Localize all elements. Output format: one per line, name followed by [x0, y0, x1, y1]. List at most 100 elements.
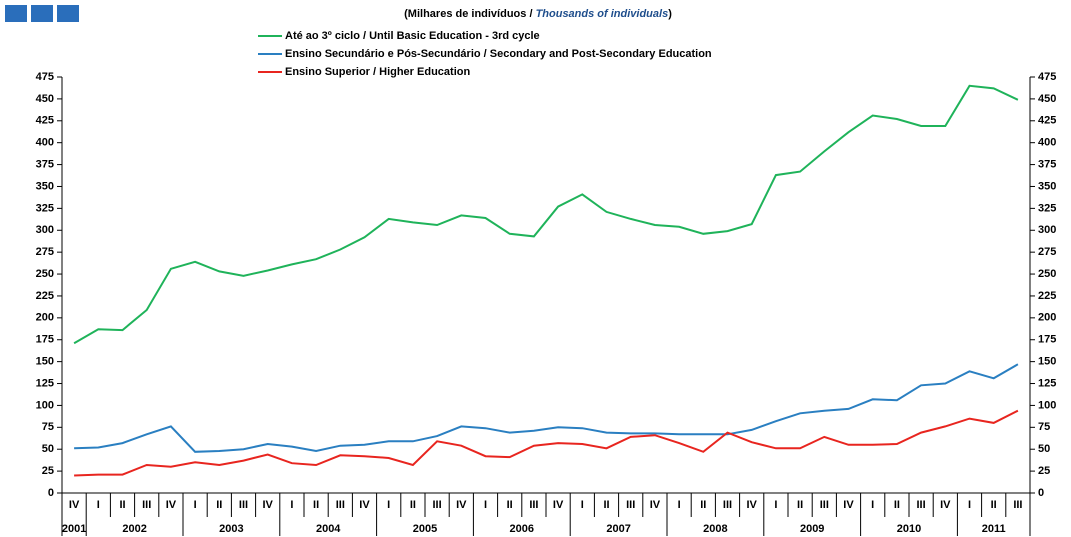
y-tick-label: 150	[36, 356, 54, 368]
year-label: 2002	[122, 523, 146, 535]
series-line	[74, 363, 1019, 453]
x-tick-label: I	[968, 499, 971, 511]
x-tick-label: IV	[650, 499, 661, 511]
subtitle-en: Thousands of individuals	[536, 8, 669, 20]
x-tick-label: IV	[940, 499, 951, 511]
y-tick-label: 300	[36, 224, 54, 236]
y-tick-label: 75	[42, 421, 54, 433]
y2-tick-label: 425	[1038, 115, 1056, 127]
x-tick-label: IV	[69, 499, 80, 511]
x-tick-label: II	[119, 499, 125, 511]
year-label: 2005	[413, 523, 437, 535]
x-tick-label: II	[797, 499, 803, 511]
y2-tick-label: 175	[1038, 334, 1056, 346]
x-tick-label: I	[581, 499, 584, 511]
x-tick-label: III	[239, 499, 248, 511]
x-tick-label: IV	[843, 499, 854, 511]
y2-tick-label: 400	[1038, 137, 1056, 149]
y-tick-label: 25	[42, 465, 54, 477]
y-tick-label: 250	[36, 268, 54, 280]
subtitle: (Milhares de indivíduos / Thousands of i…	[404, 8, 672, 20]
y-tick-label: 175	[36, 334, 54, 346]
x-tick-label: II	[313, 499, 319, 511]
y-tick-label: 125	[36, 377, 54, 389]
y-tick-label: 475	[36, 71, 54, 83]
series-line	[74, 409, 1019, 477]
y2-tick-label: 325	[1038, 202, 1056, 214]
x-tick-label: IV	[553, 499, 564, 511]
x-tick-label: II	[410, 499, 416, 511]
y-tick-label: 200	[36, 312, 54, 324]
logo-square	[57, 5, 79, 22]
y2-tick-label: 350	[1038, 180, 1056, 192]
y-tick-label: 0	[48, 487, 54, 499]
x-tick-label: I	[290, 499, 293, 511]
y2-tick-label: 100	[1038, 399, 1056, 411]
legend-label: Ensino Superior / Higher Education	[285, 66, 470, 78]
x-tick-label: IV	[166, 499, 177, 511]
y2-tick-label: 125	[1038, 377, 1056, 389]
legend-label: Até ao 3º ciclo / Until Basic Education …	[285, 30, 540, 42]
year-label: 2001	[62, 523, 86, 535]
y2-tick-label: 475	[1038, 71, 1056, 83]
logo-square	[5, 5, 27, 22]
y2-tick-label: 375	[1038, 158, 1056, 170]
x-tick-label: II	[700, 499, 706, 511]
y-tick-label: 100	[36, 399, 54, 411]
x-tick-label: III	[917, 499, 926, 511]
y2-tick-label: 25	[1038, 465, 1050, 477]
y-tick-label: 275	[36, 246, 54, 258]
x-tick-label: IV	[359, 499, 370, 511]
x-tick-label: III	[433, 499, 442, 511]
x-tick-label: III	[1013, 499, 1022, 511]
x-tick-label: III	[626, 499, 635, 511]
y2-tick-label: 250	[1038, 268, 1056, 280]
year-label: 2008	[703, 523, 727, 535]
y2-tick-label: 0	[1038, 487, 1044, 499]
x-tick-label: III	[820, 499, 829, 511]
year-label: 2011	[982, 523, 1006, 535]
y-tick-label: 325	[36, 202, 54, 214]
y-tick-label: 350	[36, 180, 54, 192]
x-tick-label: I	[678, 499, 681, 511]
y-tick-label: 425	[36, 115, 54, 127]
x-tick-label: I	[97, 499, 100, 511]
y2-tick-label: 275	[1038, 246, 1056, 258]
y-tick-label: 225	[36, 290, 54, 302]
y2-tick-label: 300	[1038, 224, 1056, 236]
x-tick-label: II	[894, 499, 900, 511]
subtitle-end: )	[668, 8, 672, 20]
year-label: 2004	[316, 523, 341, 535]
y2-tick-label: 200	[1038, 312, 1056, 324]
x-tick-label: I	[194, 499, 197, 511]
year-label: 2009	[800, 523, 824, 535]
x-tick-label: II	[603, 499, 609, 511]
x-tick-label: I	[484, 499, 487, 511]
series-line	[73, 84, 1019, 345]
y-tick-label: 50	[42, 443, 54, 455]
y2-tick-label: 150	[1038, 356, 1056, 368]
year-label: 2003	[219, 523, 243, 535]
y-tick-label: 450	[36, 93, 54, 105]
x-tick-label: I	[774, 499, 777, 511]
subtitle-pt: (Milhares de indivíduos /	[404, 8, 535, 20]
x-tick-label: III	[336, 499, 345, 511]
y2-tick-label: 450	[1038, 93, 1056, 105]
x-tick-label: II	[507, 499, 513, 511]
x-tick-label: III	[529, 499, 538, 511]
year-label: 2006	[510, 523, 534, 535]
y2-tick-label: 75	[1038, 421, 1050, 433]
x-tick-label: IV	[262, 499, 273, 511]
x-tick-label: II	[216, 499, 222, 511]
x-tick-label: IV	[456, 499, 467, 511]
x-tick-label: II	[991, 499, 997, 511]
x-tick-label: III	[723, 499, 732, 511]
x-tick-label: I	[871, 499, 874, 511]
y2-tick-label: 225	[1038, 290, 1056, 302]
year-label: 2010	[897, 523, 921, 535]
year-label: 2007	[606, 523, 630, 535]
x-tick-label: I	[387, 499, 390, 511]
x-tick-label: III	[142, 499, 151, 511]
y-tick-label: 400	[36, 137, 54, 149]
